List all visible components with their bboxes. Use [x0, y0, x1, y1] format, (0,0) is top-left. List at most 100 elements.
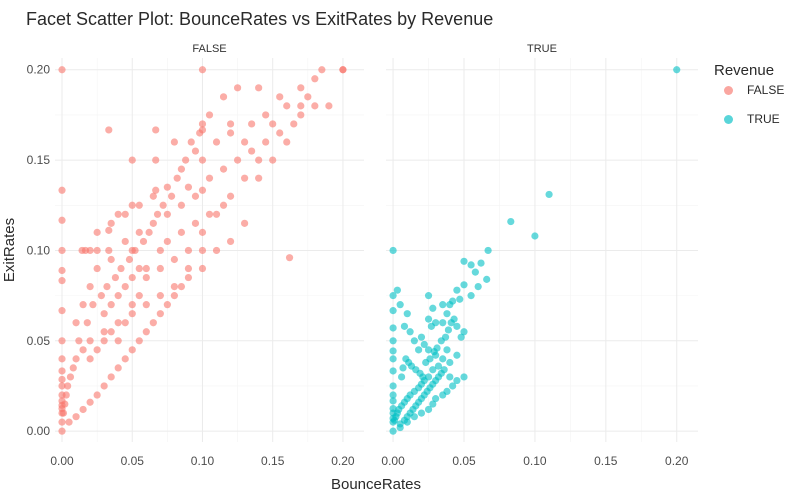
data-point-false — [304, 93, 312, 101]
data-point-false — [177, 165, 186, 173]
data-point-true — [419, 373, 427, 381]
data-point-false — [58, 66, 66, 74]
data-point-false — [205, 210, 214, 218]
data-point-false — [128, 201, 136, 209]
legend-label-true: TRUE — [747, 112, 780, 126]
data-point-true — [507, 217, 515, 226]
x-tick-label: 0.15 — [261, 454, 285, 468]
data-point-false — [212, 210, 221, 218]
data-point-false — [86, 282, 94, 291]
data-point-false — [58, 418, 66, 426]
data-point-true — [545, 190, 553, 199]
data-point-false — [125, 255, 134, 264]
data-point-true — [396, 301, 404, 309]
data-point-true — [396, 423, 404, 432]
legend-title: Revenue — [714, 62, 775, 79]
data-point-false — [269, 120, 277, 128]
data-point-false — [170, 282, 178, 291]
data-point-true — [460, 257, 468, 265]
data-point-false — [72, 355, 80, 363]
data-point-false — [163, 237, 171, 246]
data-point-false — [59, 409, 68, 417]
data-point-false — [62, 391, 70, 399]
data-point-true — [429, 366, 437, 374]
data-point-false — [241, 138, 249, 146]
x-tick-label: 0.20 — [331, 454, 355, 468]
data-point-true — [484, 246, 492, 255]
y-tick-label: 0.05 — [27, 334, 51, 348]
data-point-false — [58, 355, 66, 363]
data-point-false — [226, 237, 235, 246]
data-point-true — [446, 301, 454, 309]
data-point-false — [205, 174, 214, 182]
data-point-false — [97, 292, 105, 300]
data-point-true — [389, 367, 397, 375]
data-point-true — [471, 268, 479, 276]
data-point-false — [198, 120, 207, 128]
data-point-true — [426, 355, 434, 363]
data-point-false — [149, 319, 157, 327]
data-point-true — [453, 351, 461, 359]
data-point-false — [121, 319, 129, 327]
data-point-false — [78, 246, 86, 255]
data-point-false — [58, 246, 66, 255]
data-point-false — [105, 246, 113, 255]
data-point-false — [121, 355, 129, 363]
data-point-false — [58, 382, 66, 390]
data-point-false — [152, 126, 160, 134]
data-point-true — [389, 347, 397, 355]
data-point-true — [389, 355, 397, 363]
data-point-false — [128, 346, 136, 354]
data-point-true — [417, 333, 426, 341]
data-point-false — [262, 111, 270, 119]
data-point-false — [83, 319, 91, 327]
data-point-false — [184, 246, 193, 255]
data-point-false — [163, 210, 171, 218]
data-point-false — [170, 292, 178, 300]
data-point-false — [198, 186, 207, 194]
x-axis-title: BounceRates — [331, 476, 421, 493]
data-point-false — [255, 174, 263, 182]
data-point-false — [103, 282, 111, 291]
data-point-false — [58, 367, 66, 375]
data-point-false — [135, 292, 143, 300]
data-point-false — [269, 156, 277, 164]
data-point-false — [212, 138, 221, 146]
data-point-true — [440, 366, 448, 374]
x-tick-label: 0.00 — [50, 454, 74, 468]
data-point-false — [156, 310, 164, 318]
data-point-false — [196, 129, 204, 137]
data-point-false — [255, 156, 263, 164]
data-point-false — [241, 219, 249, 227]
data-point-false — [276, 129, 284, 137]
data-point-false — [121, 282, 129, 291]
data-point-false — [283, 102, 291, 110]
data-point-false — [93, 246, 101, 255]
data-point-false — [131, 246, 139, 255]
data-point-true — [393, 286, 401, 294]
x-tick-label: 0.05 — [452, 454, 476, 468]
data-point-false — [198, 66, 207, 74]
data-point-false — [114, 319, 122, 327]
data-point-true — [483, 275, 491, 283]
data-point-true — [453, 286, 461, 294]
data-point-false — [79, 346, 87, 354]
legend-label-false: FALSE — [747, 83, 785, 97]
data-point-false — [262, 138, 270, 146]
data-point-false — [135, 228, 143, 236]
data-point-false — [290, 120, 298, 128]
data-point-false — [142, 273, 150, 282]
data-point-false — [114, 292, 122, 300]
data-point-true — [432, 395, 440, 403]
x-tick-label: 0.00 — [381, 454, 405, 468]
data-point-false — [156, 264, 164, 273]
data-point-false — [58, 427, 66, 435]
data-point-false — [121, 237, 129, 246]
data-point-false — [128, 273, 136, 282]
data-point-true — [398, 373, 406, 381]
data-point-false — [105, 226, 113, 234]
y-tick-label: 0.20 — [27, 63, 51, 77]
data-point-false — [339, 66, 347, 74]
data-point-false — [93, 264, 101, 273]
